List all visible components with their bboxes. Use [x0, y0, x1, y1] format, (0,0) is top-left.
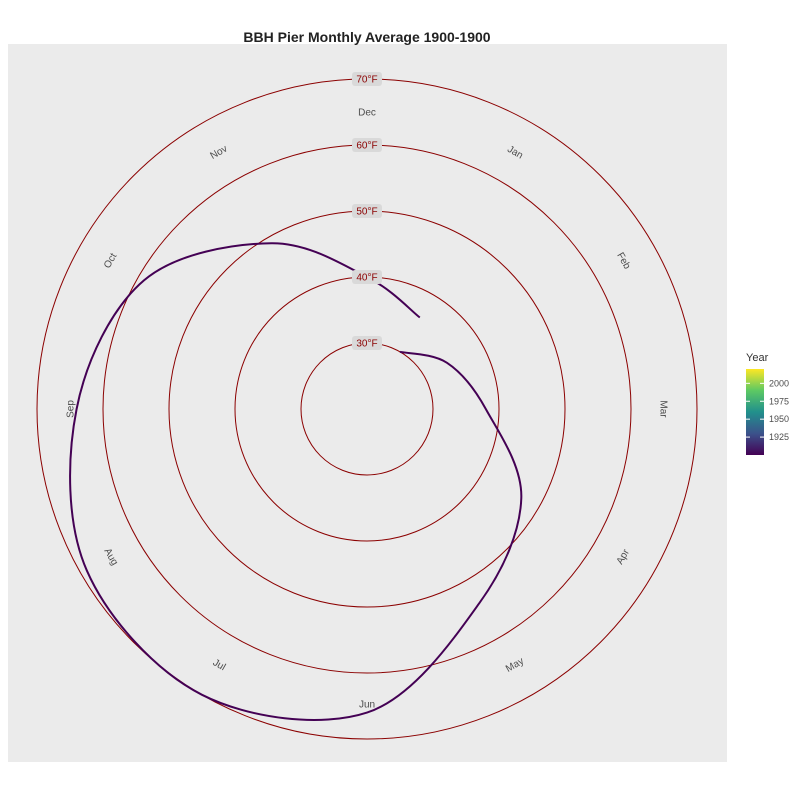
month-label-sep: Sep [66, 400, 77, 418]
legend-tick-label: 1950 [769, 414, 789, 424]
ring-label-box [352, 72, 382, 86]
ring-label: 40°F [356, 273, 377, 284]
plot-panel [8, 44, 727, 762]
legend-title: Year [746, 352, 769, 364]
ring-label-box [352, 336, 382, 350]
month-label-dec: Dec [358, 108, 376, 119]
ring-label: 50°F [356, 207, 377, 218]
series-lines [69, 242, 523, 721]
colorbar [746, 369, 764, 455]
legend-tick-label: 1975 [769, 396, 789, 406]
chart-title: BBH Pier Monthly Average 1900-1900 [243, 29, 490, 45]
ring-label: 70°F [356, 75, 377, 86]
ring-label: 30°F [356, 339, 377, 350]
series-line-1900 [69, 242, 523, 721]
ring-label-box [352, 270, 382, 284]
month-label-mar: Mar [658, 400, 669, 418]
legend-tick-label: 1925 [769, 432, 789, 442]
legend-ticks: 1925 1950 1975 2000 [746, 378, 789, 442]
ring-label-box [352, 138, 382, 152]
ring-labels: 30°F 40°F 50°F 60°F 70°F [352, 72, 382, 350]
ring-label-box [352, 204, 382, 218]
legend-tick-label: 2000 [769, 378, 789, 388]
ring-label: 60°F [356, 141, 377, 152]
year-legend: Year 1925 1950 1975 2000 [746, 352, 789, 455]
month-label-jun: Jun [359, 700, 375, 711]
